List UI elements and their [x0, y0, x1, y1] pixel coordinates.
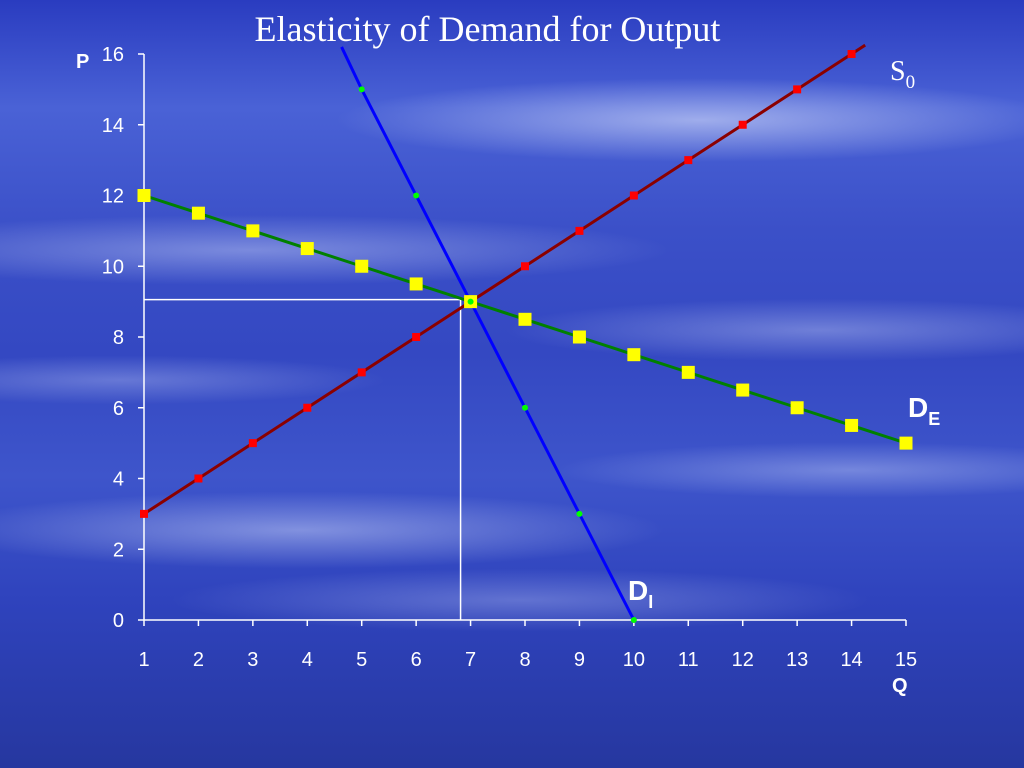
- marker-de: [191, 206, 205, 220]
- marker-s0: [738, 120, 747, 129]
- marker-di: [630, 617, 637, 623]
- marker-de: [137, 189, 151, 202]
- marker-de: [627, 348, 641, 362]
- y-tick-label: 2: [113, 539, 124, 561]
- marker-de: [790, 401, 804, 415]
- marker-s0: [194, 474, 203, 483]
- x-tick-label: 8: [519, 649, 530, 671]
- x-tick-label: 15: [895, 649, 917, 671]
- y-tick-label: 12: [102, 186, 124, 208]
- marker-de: [736, 383, 750, 397]
- marker-di: [413, 192, 420, 199]
- marker-di: [576, 510, 583, 517]
- x-tick-label: 14: [840, 649, 862, 671]
- marker-de: [681, 365, 695, 379]
- marker-de: [355, 259, 369, 273]
- x-tick-label: 3: [247, 649, 258, 671]
- series-label-s0: S0: [890, 56, 915, 93]
- marker-de: [518, 312, 532, 326]
- marker-s0: [521, 262, 529, 271]
- y-tick-label: 6: [113, 398, 124, 420]
- y-tick-label: 10: [102, 256, 124, 278]
- marker-de: [300, 242, 314, 256]
- marker-de: [845, 418, 859, 432]
- marker-de: [572, 330, 586, 344]
- series-line-di: [340, 46, 636, 621]
- marker-de: [899, 436, 913, 450]
- marker-di: [358, 86, 365, 93]
- marker-de: [409, 277, 423, 291]
- marker-di: [522, 404, 528, 411]
- x-tick-label: 5: [356, 649, 367, 671]
- x-tick-label: 11: [678, 649, 699, 671]
- marker-s0: [793, 85, 802, 94]
- marker-s0: [684, 156, 693, 165]
- x-axis-label: Q: [892, 675, 908, 697]
- marker-s0: [847, 50, 856, 58]
- y-tick-label: 4: [113, 469, 124, 491]
- x-tick-label: 7: [465, 649, 476, 671]
- marker-s0: [303, 403, 312, 412]
- chart-title: Elasticity of Demand for Output: [254, 9, 721, 49]
- marker-s0: [575, 226, 584, 235]
- x-tick-label: 2: [193, 649, 204, 671]
- marker-s0: [412, 333, 421, 341]
- y-axis-label: P: [76, 51, 89, 73]
- marker-de: [246, 224, 260, 238]
- series-label-de: DE: [908, 392, 940, 429]
- x-tick-label: 10: [623, 649, 645, 671]
- marker-di: [467, 298, 474, 305]
- marker-s0: [357, 368, 366, 377]
- y-tick-label: 0: [113, 610, 124, 632]
- series-label-di: DI: [628, 575, 653, 612]
- x-tick-label: 12: [732, 649, 754, 671]
- marker-s0: [248, 439, 257, 448]
- x-tick-label: 4: [302, 649, 313, 671]
- marker-s0: [140, 509, 148, 518]
- x-tick-label: 13: [786, 649, 808, 671]
- x-tick-label: 9: [574, 649, 585, 671]
- y-tick-label: 8: [113, 327, 124, 349]
- marker-s0: [629, 191, 638, 200]
- x-tick-label: 1: [138, 649, 149, 671]
- x-tick-label: 6: [411, 649, 422, 671]
- y-tick-label: 14: [102, 115, 124, 137]
- y-tick-label: 16: [102, 44, 124, 66]
